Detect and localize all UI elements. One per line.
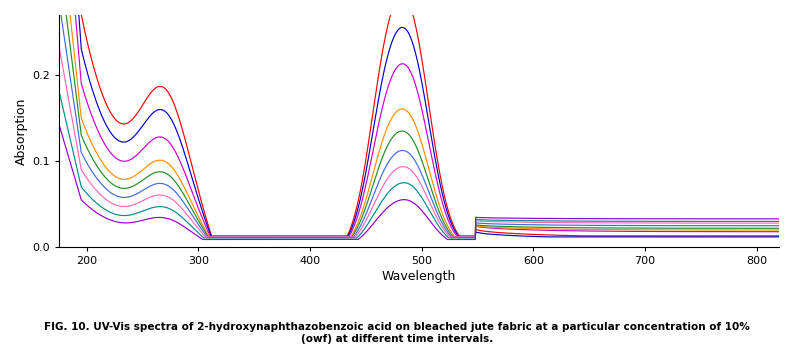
Text: FIG. 10. UV-Vis spectra of 2-hydroxynaphthazobenzoic acid on bleached jute fabri: FIG. 10. UV-Vis spectra of 2-hydroxynaph… <box>44 322 750 344</box>
Y-axis label: Absorption: Absorption <box>15 98 28 165</box>
X-axis label: Wavelength: Wavelength <box>382 270 457 283</box>
